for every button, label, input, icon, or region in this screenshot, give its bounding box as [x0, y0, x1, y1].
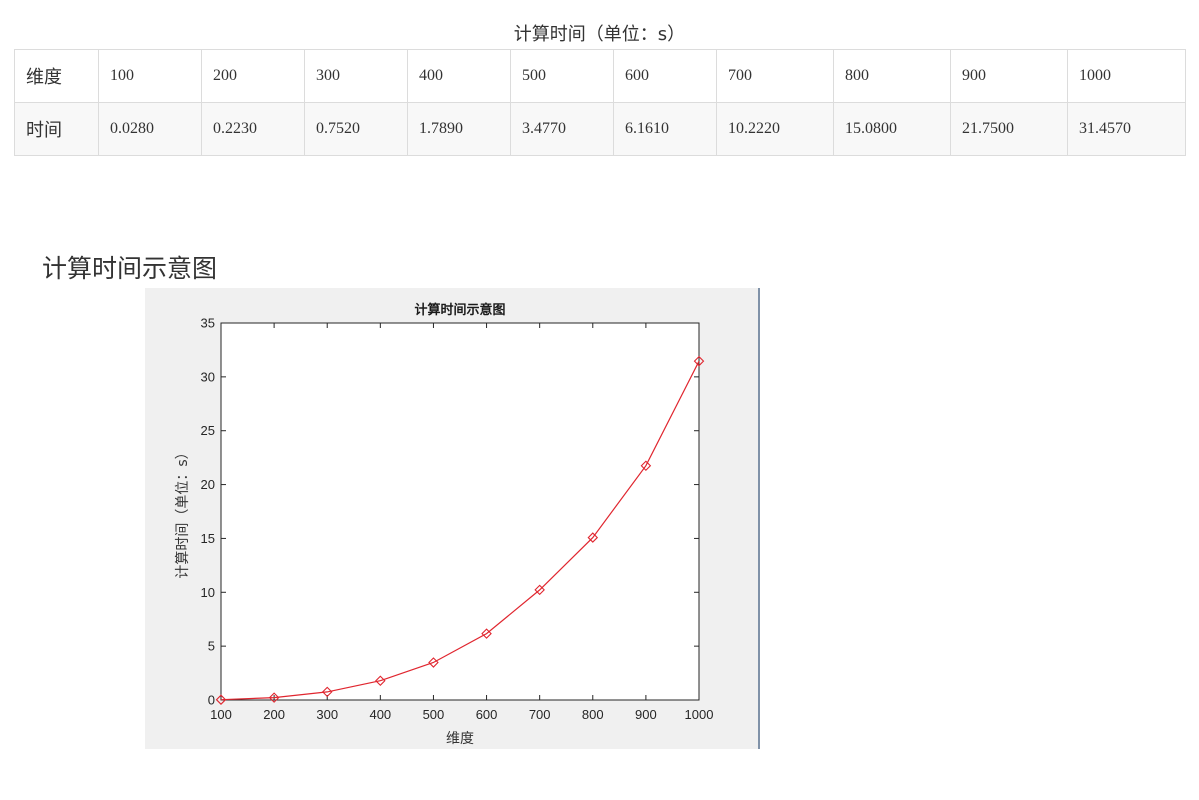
- table-cell: 0.7520: [304, 102, 408, 156]
- y-tick-label: 25: [201, 423, 215, 438]
- data-point-marker: [693, 355, 705, 367]
- x-tick-label: 700: [529, 707, 551, 722]
- x-tick-label: 1000: [685, 707, 714, 722]
- y-axis-label: 计算时间（单位：s）: [175, 445, 191, 578]
- table-cell: 300: [304, 49, 408, 103]
- table-cell: 31.4570: [1067, 102, 1186, 156]
- chart-figure: 计算时间示意图 维度 计算时间（单位：s） 100 200 300 400 500 600…: [145, 288, 760, 749]
- data-point-marker: [321, 686, 333, 698]
- chart-title: 计算时间示意图: [414, 302, 505, 318]
- row-label: 维度: [14, 49, 99, 103]
- line-chart: 计算时间示意图 维度 计算时间（单位：s） 100 200 300 400 500 600…: [145, 288, 760, 749]
- section-heading: 计算时间示意图: [42, 253, 218, 283]
- x-tick-label: 400: [369, 707, 391, 722]
- x-tick-label: 600: [476, 707, 498, 722]
- data-point-marker: [268, 692, 280, 703]
- table-cell: 0.0280: [98, 102, 202, 156]
- y-tick-label: 30: [201, 369, 215, 384]
- table-cell: 1.7890: [407, 102, 511, 156]
- plot-area: [220, 322, 700, 701]
- table-row-dimension: 维度 100 200 300 400 500 600 700 800 900 1…: [14, 49, 1186, 103]
- table-caption: 计算时间（单位：s）: [513, 24, 686, 45]
- x-tick-label: 300: [316, 707, 338, 722]
- table-cell: 500: [510, 49, 614, 103]
- series-layer: [215, 355, 705, 705]
- x-tick-label: 500: [423, 707, 445, 722]
- table-row-time: 时间 0.0280 0.2230 0.7520 1.7890 3.4770 6.…: [14, 102, 1186, 156]
- table-cell: 3.4770: [510, 102, 614, 156]
- table-cell: 100: [98, 49, 202, 103]
- table-cell: 15.0800: [833, 102, 951, 156]
- row-label: 时间: [14, 102, 99, 156]
- series-line: [220, 360, 700, 701]
- table-cell: 0.2230: [201, 102, 305, 156]
- y-tick-label: 5: [208, 639, 215, 654]
- data-point-marker: [375, 675, 386, 687]
- x-tick-label: 100: [210, 707, 232, 722]
- table-cell: 21.7500: [950, 102, 1068, 156]
- table-cell: 10.2220: [716, 102, 834, 156]
- data-point-marker: [640, 460, 652, 471]
- table-cell: 900: [950, 49, 1068, 103]
- data-point-marker: [428, 657, 439, 668]
- x-tick-label: 200: [263, 707, 285, 722]
- table-cell: 200: [201, 49, 305, 103]
- data-table: 维度 100 200 300 400 500 600 700 800 900 1…: [14, 49, 1186, 156]
- table-cell: 400: [407, 49, 511, 103]
- table-cell: 800: [833, 49, 951, 103]
- x-tick-label: 800: [582, 707, 604, 722]
- data-point-marker: [587, 532, 599, 543]
- y-tick-label: 35: [201, 316, 215, 331]
- x-tick-label: 900: [635, 707, 657, 722]
- data-point-marker: [215, 694, 227, 705]
- y-tick-label: 0: [208, 693, 215, 708]
- y-tick-label: 10: [201, 585, 215, 600]
- data-point-marker: [481, 628, 492, 639]
- data-point-marker: [534, 584, 545, 596]
- x-axis-label: 维度: [446, 731, 474, 747]
- table-cell: 700: [716, 49, 834, 103]
- y-tick-label: 20: [201, 477, 215, 492]
- y-tick-label: 15: [201, 531, 215, 546]
- table-cell: 6.1610: [613, 102, 717, 156]
- table-cell: 600: [613, 49, 717, 103]
- table-cell: 1000: [1067, 49, 1186, 103]
- axis-ticks: 100 200 300 400 500 600 700 800 900 1000 0 5 10 15 20 2…: [201, 316, 714, 723]
